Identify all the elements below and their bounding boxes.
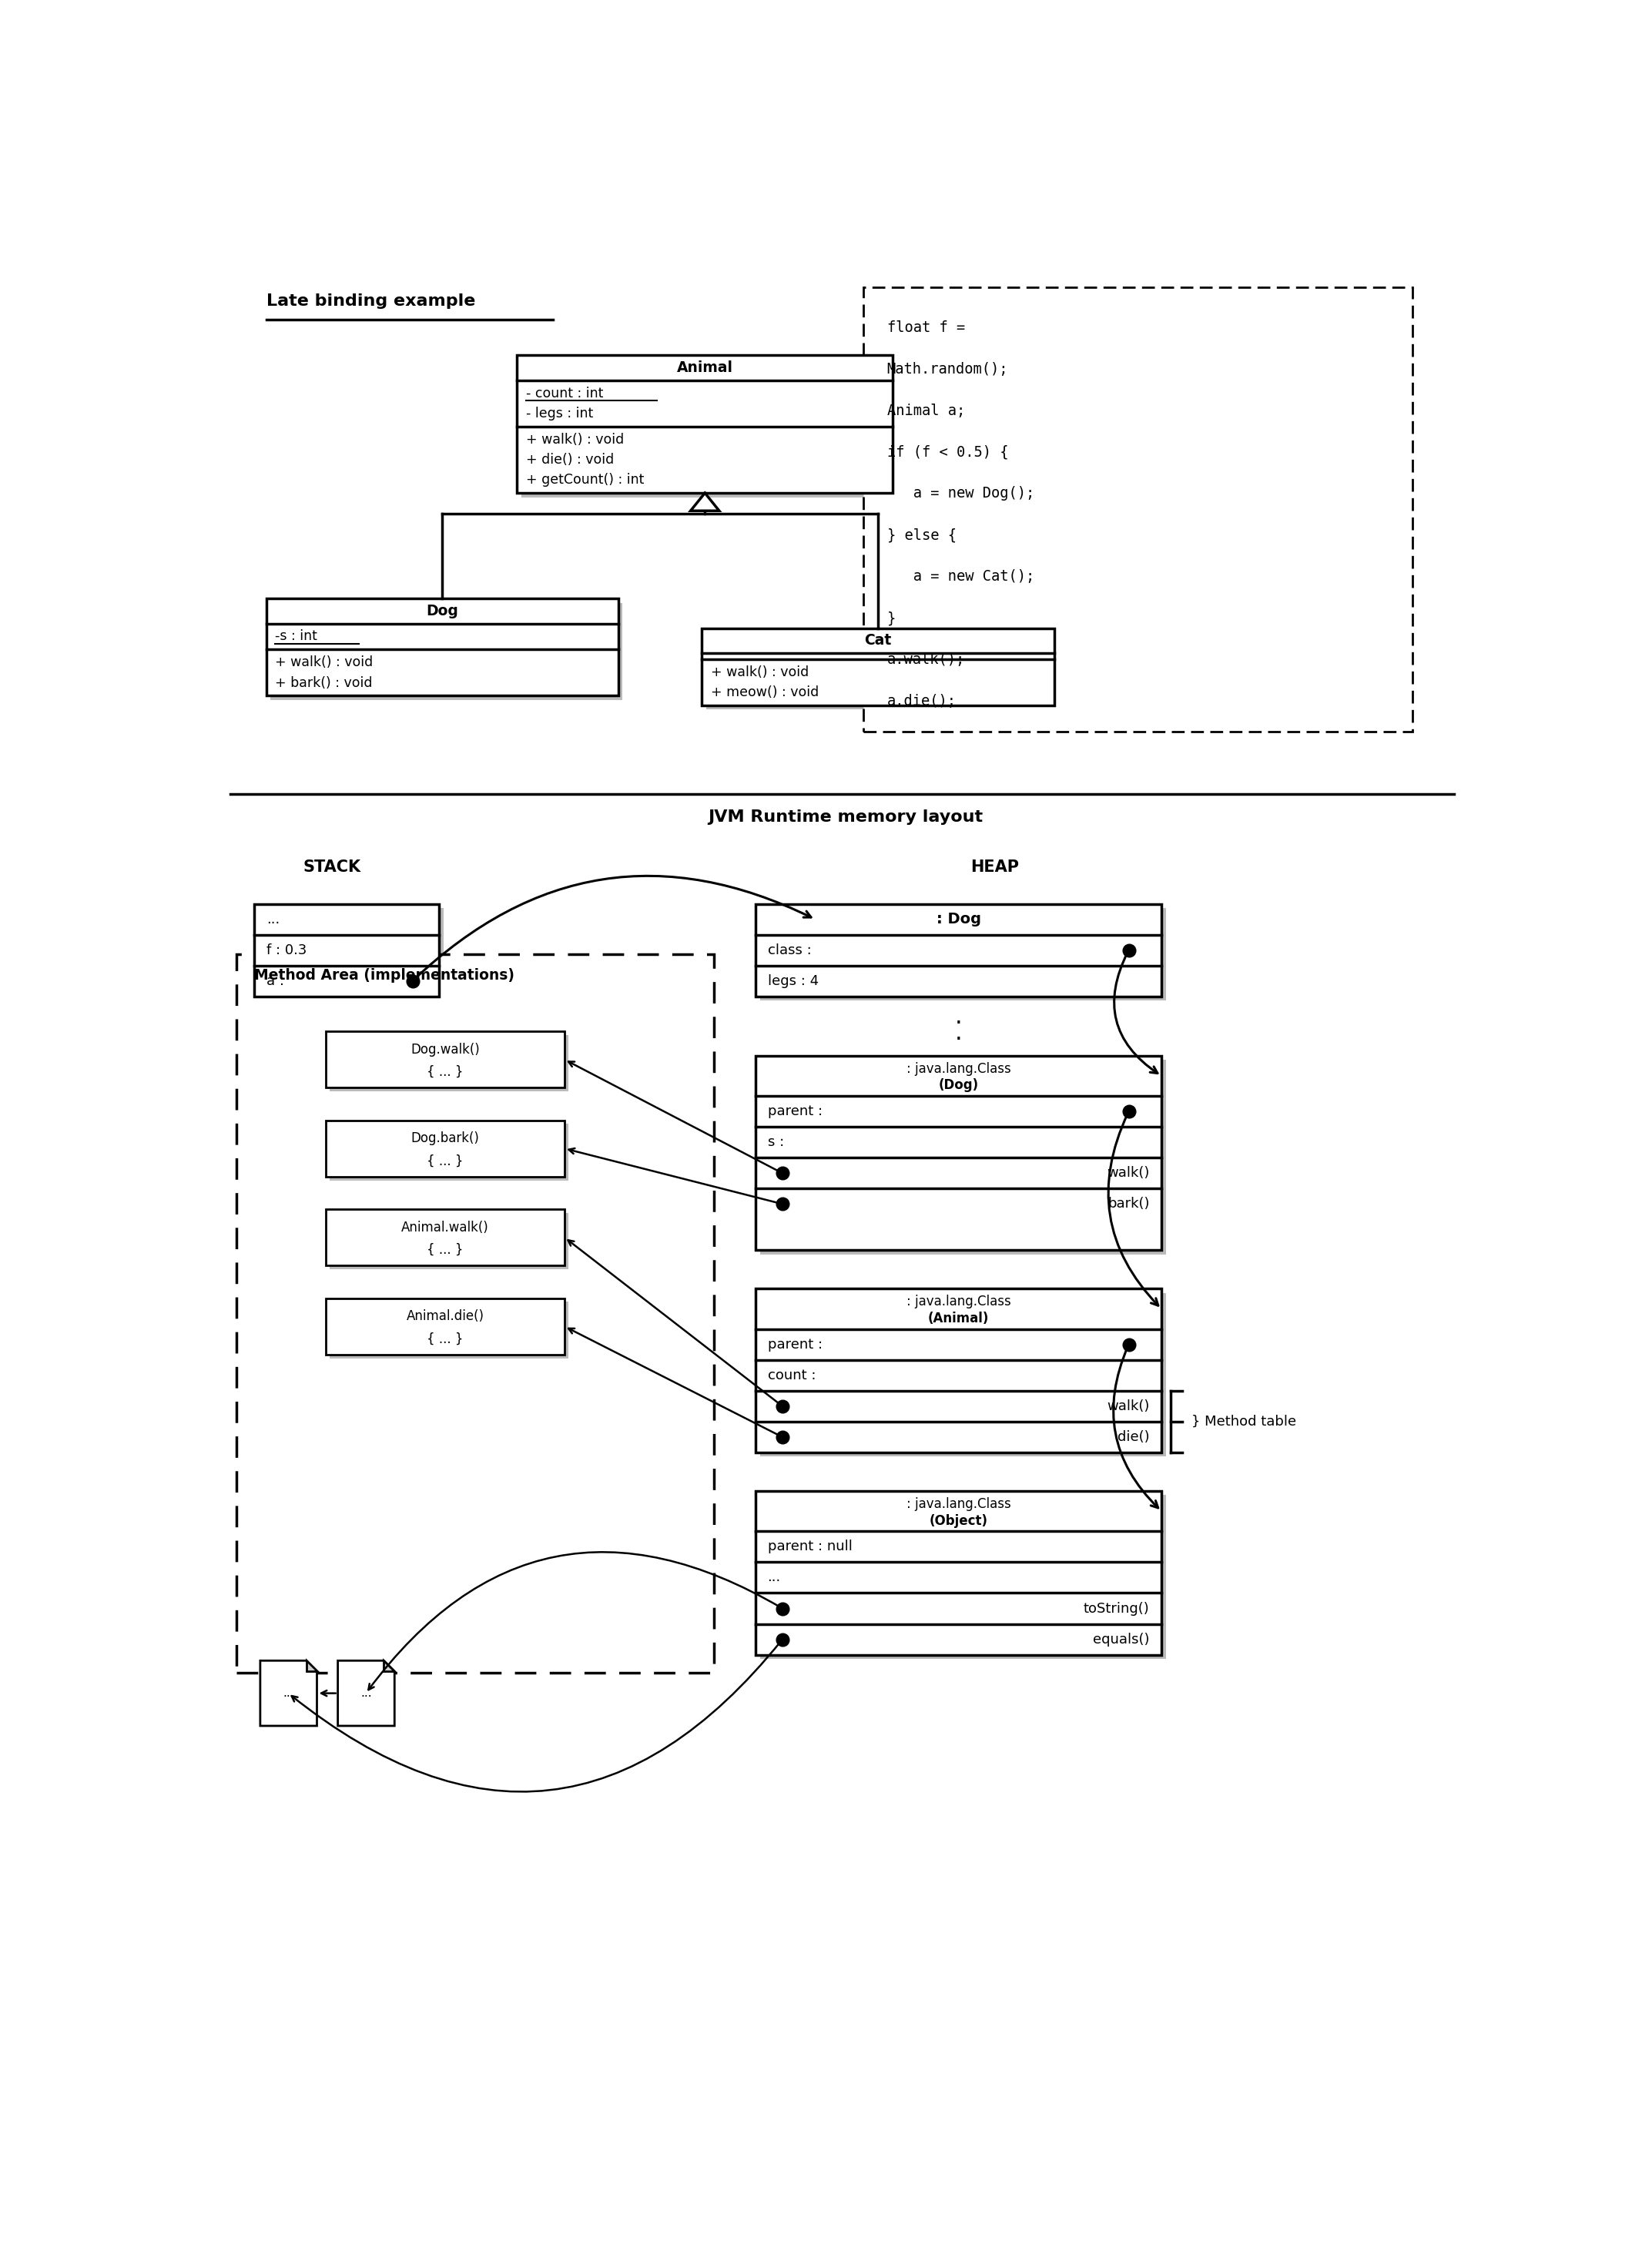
Text: + meow() : void: + meow() : void [710,686,819,700]
Text: : java.lang.Class: : java.lang.Class [907,1062,1011,1076]
Text: { ... }: { ... } [426,1243,464,1257]
FancyBboxPatch shape [325,1031,565,1087]
FancyBboxPatch shape [517,356,894,494]
Text: legs : 4: legs : 4 [768,974,818,988]
FancyBboxPatch shape [760,1060,1166,1255]
Text: .: . [955,1006,961,1028]
Text: ...: ... [360,1687,372,1699]
Text: + bark() : void: + bark() : void [276,675,373,689]
Polygon shape [691,494,719,512]
Text: { ... }: { ... } [426,1332,464,1345]
Text: class :: class : [768,942,811,958]
Text: walk(): walk() [1107,1400,1150,1413]
Text: { ... }: { ... } [426,1155,464,1169]
FancyBboxPatch shape [325,1121,565,1178]
FancyBboxPatch shape [258,908,443,1001]
Text: a.walk();: a.walk(); [887,652,965,666]
Text: JVM Runtime memory layout: JVM Runtime memory layout [707,809,983,824]
Text: if (f < 0.5) {: if (f < 0.5) { [887,444,1008,460]
Text: ...: ... [768,1570,781,1586]
Text: + die() : void: + die() : void [525,453,615,467]
Text: HEAP: HEAP [970,858,1019,874]
Polygon shape [383,1660,395,1672]
Text: + walk() : void: + walk() : void [525,433,624,446]
FancyBboxPatch shape [329,1123,568,1180]
Text: a :: a : [266,974,284,988]
Text: Animal.walk(): Animal.walk() [401,1221,489,1234]
Text: : java.lang.Class: : java.lang.Class [907,1296,1011,1309]
Text: Method Area (implementations): Method Area (implementations) [254,967,514,983]
Text: f : 0.3: f : 0.3 [266,942,307,958]
Text: Dog: Dog [426,605,458,618]
Text: parent : null: parent : null [768,1540,852,1554]
Text: -s : int: -s : int [276,630,317,643]
Text: die(): die() [1117,1429,1150,1445]
Text: (Object): (Object) [930,1513,988,1527]
Text: - legs : int: - legs : int [525,408,593,421]
Text: toString(): toString() [1084,1601,1150,1615]
Text: Animal: Animal [677,360,733,376]
Text: { ... }: { ... } [426,1065,464,1078]
FancyBboxPatch shape [329,1214,568,1268]
Text: equals(): equals() [1094,1633,1150,1647]
Text: count :: count : [768,1368,816,1382]
Text: (Dog): (Dog) [938,1078,978,1092]
FancyBboxPatch shape [325,1298,565,1354]
Text: Late binding example: Late binding example [266,292,476,308]
Text: STACK: STACK [302,858,360,874]
Text: : Dog: : Dog [937,913,981,926]
FancyBboxPatch shape [755,1289,1161,1452]
Text: + walk() : void: + walk() : void [276,655,373,670]
Text: Dog.bark(): Dog.bark() [411,1132,479,1146]
FancyBboxPatch shape [271,602,623,700]
Text: s :: s : [768,1135,785,1148]
Text: parent :: parent : [768,1339,823,1352]
Text: float f =: float f = [887,319,965,335]
Text: .: . [955,1022,961,1044]
FancyBboxPatch shape [325,1210,565,1266]
Text: ...: ... [282,1687,294,1699]
FancyBboxPatch shape [520,360,897,496]
Text: Dog.walk(): Dog.walk() [411,1042,479,1055]
Polygon shape [306,1660,317,1672]
FancyBboxPatch shape [702,627,1054,704]
Text: Animal.die(): Animal.die() [406,1309,484,1323]
FancyBboxPatch shape [755,1055,1161,1250]
Text: }: } [887,612,895,625]
Text: Math.random();: Math.random(); [887,362,1008,376]
Polygon shape [261,1660,317,1726]
Text: (Animal): (Animal) [928,1311,990,1325]
Text: Animal a;: Animal a; [887,403,965,417]
FancyBboxPatch shape [236,954,714,1672]
Text: bark(): bark() [1107,1198,1150,1212]
FancyBboxPatch shape [760,1495,1166,1658]
Text: walk(): walk() [1107,1166,1150,1180]
FancyBboxPatch shape [329,1035,568,1092]
Text: a = new Dog();: a = new Dog(); [887,487,1034,501]
FancyBboxPatch shape [254,904,439,997]
FancyBboxPatch shape [266,598,618,695]
FancyBboxPatch shape [760,908,1166,1001]
FancyBboxPatch shape [705,632,1059,709]
Text: a.die();: a.die(); [887,693,957,709]
Text: + walk() : void: + walk() : void [710,666,809,680]
FancyBboxPatch shape [329,1302,568,1359]
Text: a = new Cat();: a = new Cat(); [887,569,1034,584]
Text: - count : int: - count : int [525,387,603,401]
Text: Cat: Cat [864,634,892,648]
FancyBboxPatch shape [760,1293,1166,1456]
Text: } Method table: } Method table [1191,1416,1297,1429]
FancyBboxPatch shape [755,904,1161,997]
FancyBboxPatch shape [755,1490,1161,1656]
Text: parent :: parent : [768,1105,823,1119]
Text: ...: ... [266,913,279,926]
FancyBboxPatch shape [862,288,1412,732]
Text: : java.lang.Class: : java.lang.Class [907,1497,1011,1511]
Text: } else {: } else { [887,528,957,541]
Text: + getCount() : int: + getCount() : int [525,473,644,487]
Polygon shape [337,1660,395,1726]
